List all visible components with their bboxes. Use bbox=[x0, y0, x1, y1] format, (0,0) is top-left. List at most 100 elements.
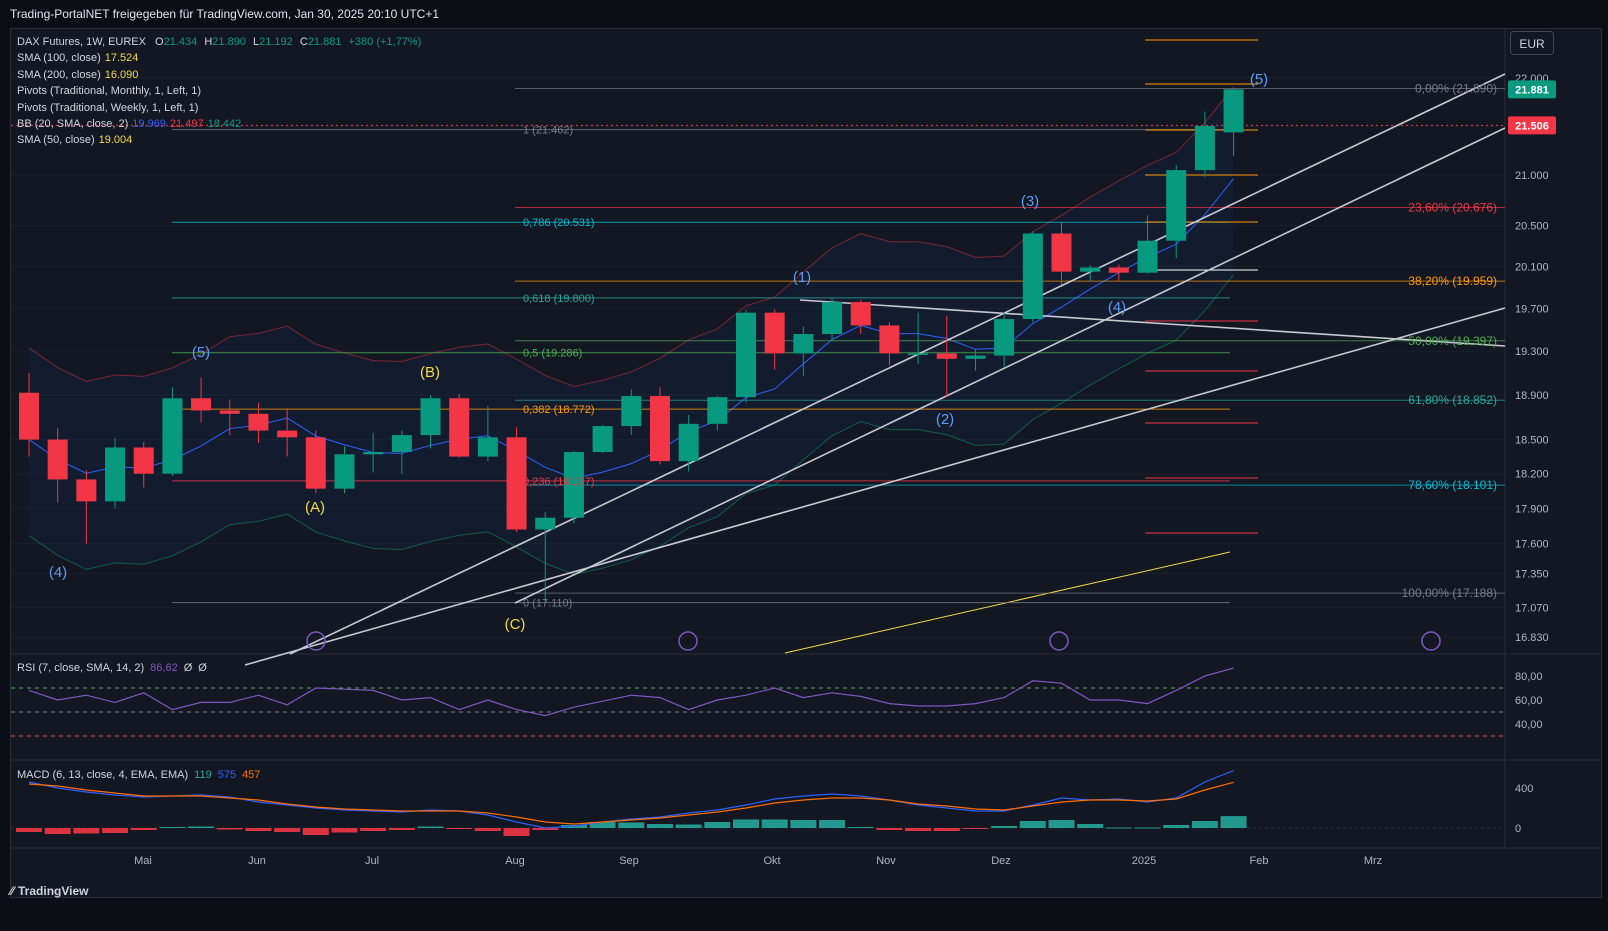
session-marker-icon bbox=[306, 631, 326, 651]
macd-histogram-bar bbox=[417, 826, 444, 828]
candle-body bbox=[420, 398, 441, 436]
macd-tick-label: 400 bbox=[1515, 783, 1533, 795]
time-tick-label: Nov bbox=[876, 855, 896, 867]
legend-close: 21.881 bbox=[307, 36, 342, 48]
fib-left-label: 0,382 (18.772) bbox=[523, 404, 595, 416]
fib-right-label: 100,00% (17.188) bbox=[1402, 586, 1497, 600]
macd-histogram-bar bbox=[446, 828, 473, 829]
legend-sma100[interactable]: SMA (100, close) 17.524 bbox=[17, 52, 139, 65]
time-tick-label: Jul bbox=[365, 855, 379, 867]
candle-body bbox=[449, 398, 470, 457]
fib-left-label: 0 (17.110) bbox=[523, 598, 572, 610]
price-tick-label: 19.700 bbox=[1515, 303, 1549, 315]
session-marker-icon bbox=[678, 631, 698, 651]
legend-pivots-weekly[interactable]: Pivots (Traditional, Weekly, 1, Left, 1) bbox=[17, 101, 199, 114]
trend-channel-line bbox=[514, 127, 1506, 604]
time-tick-label: Dez bbox=[991, 855, 1011, 867]
wave-label: (4) bbox=[49, 564, 67, 581]
candle-body bbox=[965, 355, 986, 359]
legend-pivots-monthly[interactable]: Pivots (Traditional, Monthly, 1, Left, 1… bbox=[17, 85, 202, 98]
macd-histogram-bar bbox=[905, 828, 932, 831]
legend-bb[interactable]: BB (20, SMA, close, 2) 19.969 21.497 18.442 bbox=[17, 118, 242, 131]
legend-sma50[interactable]: SMA (50, close) 19.004 bbox=[17, 134, 133, 147]
time-tick-label: Aug bbox=[505, 855, 525, 867]
macd-histogram-bar bbox=[962, 828, 989, 829]
macd-histogram-bar bbox=[188, 826, 215, 828]
macd-histogram-bar bbox=[1048, 820, 1075, 828]
candle-body bbox=[76, 479, 97, 502]
price-tick-label: 18.200 bbox=[1515, 469, 1549, 481]
candle-body bbox=[793, 334, 814, 354]
candle-body bbox=[1194, 125, 1215, 171]
macd-line-value: 575 bbox=[217, 769, 237, 781]
price-tick-label: 18.900 bbox=[1515, 390, 1549, 402]
candle-body bbox=[391, 435, 412, 453]
wave-label: (5) bbox=[1250, 71, 1268, 88]
candle-body bbox=[994, 319, 1015, 356]
macd-histogram-bar bbox=[790, 820, 817, 828]
bb-lower-line bbox=[28, 274, 1234, 575]
macd-histogram-bar bbox=[532, 828, 559, 830]
candle-body bbox=[133, 447, 154, 474]
price-label-box bbox=[1508, 80, 1556, 99]
candle-body bbox=[535, 517, 556, 530]
macd-histogram-bar bbox=[1077, 824, 1104, 828]
legend-sma200[interactable]: SMA (200, close) 16.090 bbox=[17, 68, 139, 81]
trend-channel-line bbox=[289, 73, 1506, 655]
legend-symbol: DAX Futures, 1W, EUREX bbox=[17, 36, 146, 48]
candle-body bbox=[363, 452, 384, 455]
macd-histogram-bar bbox=[159, 827, 186, 828]
candle-body bbox=[936, 353, 957, 359]
fib-left-label: 0,786 (20.531) bbox=[523, 217, 595, 229]
wave-label: (3) bbox=[1021, 193, 1039, 210]
candle-body bbox=[1108, 267, 1129, 273]
macd-histogram-bar bbox=[503, 828, 530, 836]
macd-histogram-bar bbox=[1019, 821, 1046, 828]
fib-right-label: 23,60% (20.676) bbox=[1408, 201, 1497, 215]
time-tick-label: Feb bbox=[1250, 855, 1269, 867]
price-tick-label: 17.600 bbox=[1515, 539, 1549, 551]
candle-body bbox=[506, 437, 527, 530]
fib-right-label: 38,20% (19.959) bbox=[1408, 274, 1497, 288]
price-tick-label: 21.000 bbox=[1515, 170, 1549, 182]
candle-body bbox=[1137, 240, 1158, 273]
fib-left-label: 0,5 (19.286) bbox=[523, 348, 582, 360]
candle-body bbox=[19, 392, 39, 440]
candle-body bbox=[850, 302, 871, 326]
macd-histogram-bar bbox=[130, 828, 157, 830]
macd-legend[interactable]: MACD (6, 13, close, 4, EMA, EMA) 119 575 45… bbox=[17, 769, 261, 781]
macd-histogram-bar bbox=[102, 828, 129, 833]
price-label-text: 21.881 bbox=[1515, 84, 1549, 96]
header-title: Trading-PortalNET freigegeben für Tradin… bbox=[10, 7, 440, 21]
macd-histogram-bar bbox=[1163, 825, 1190, 828]
price-tick-label: 16.830 bbox=[1515, 632, 1549, 644]
macd-histogram-bar bbox=[646, 824, 673, 828]
trend-channel-line bbox=[244, 307, 1506, 666]
header-bar: Trading-PortalNET freigegeben für Tradin… bbox=[0, 0, 1608, 28]
macd-histogram-bar bbox=[761, 819, 788, 828]
currency-button[interactable]: EUR bbox=[1510, 31, 1554, 55]
rsi-value: 86,62 bbox=[150, 662, 178, 674]
macd-histogram-bar bbox=[819, 820, 846, 828]
fib-left-label: 1 (21.462) bbox=[523, 125, 573, 137]
candle-body bbox=[822, 302, 843, 335]
fib-right-label: 0,00% (21.890) bbox=[1415, 81, 1497, 95]
legend-high: 21.890 bbox=[212, 36, 246, 48]
price-tick-label: 20.500 bbox=[1515, 220, 1549, 232]
rsi-legend[interactable]: RSI (7, close, SMA, 14, 2) 86,62 Ø Ø bbox=[17, 662, 207, 674]
macd-histogram-bar bbox=[245, 828, 272, 831]
wave-label: (C) bbox=[505, 616, 526, 633]
legend-low: 21.192 bbox=[259, 36, 293, 48]
rsi-tick-label: 60,00 bbox=[1515, 695, 1543, 707]
macd-histogram-bar bbox=[876, 828, 903, 830]
bb-band-fill bbox=[29, 86, 1234, 575]
candle-body bbox=[1080, 267, 1101, 272]
price-label-box bbox=[1508, 116, 1556, 135]
macd-histogram-bar bbox=[388, 828, 415, 830]
fib-right-label: 50,00% (19.397) bbox=[1408, 334, 1497, 348]
price-tick-label: 17.900 bbox=[1515, 503, 1549, 515]
macd-histogram-bar bbox=[704, 822, 731, 828]
macd-histogram-bar bbox=[1134, 827, 1161, 829]
price-label-text: 21.506 bbox=[1515, 120, 1549, 132]
